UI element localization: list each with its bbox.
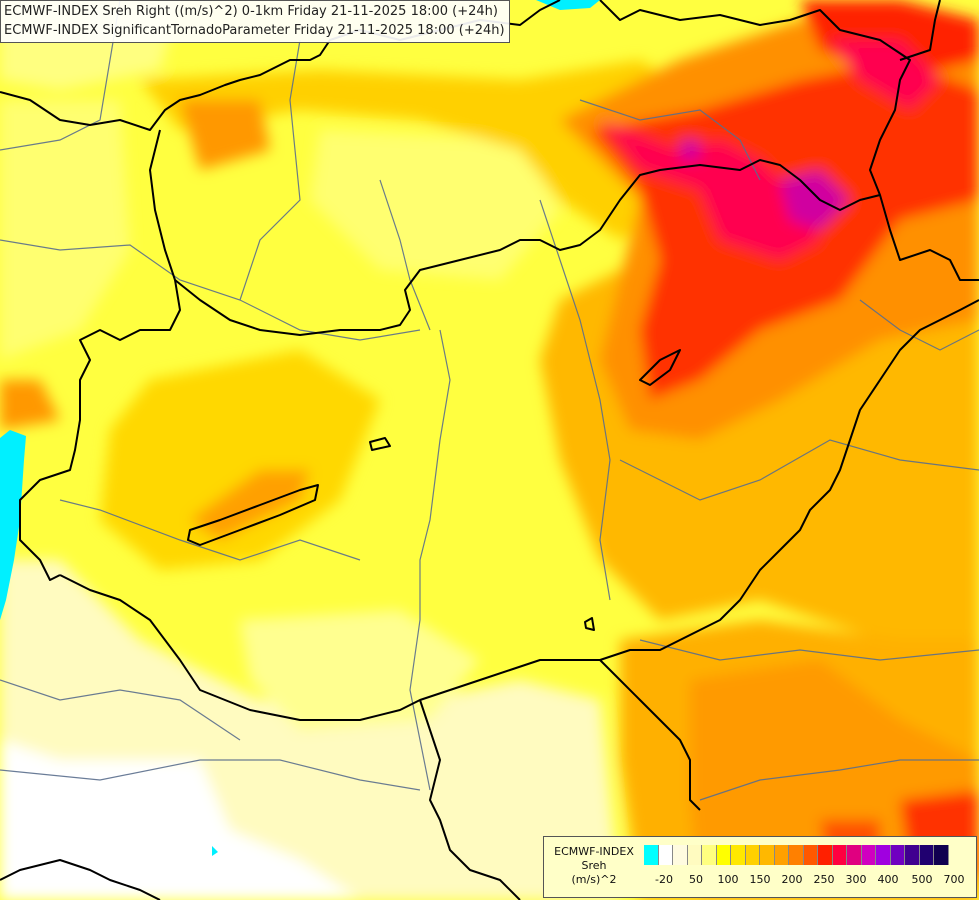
legend-swatch <box>716 845 731 865</box>
header-line-2: ECMWF-INDEX SignificantTornadoParameter … <box>4 23 505 38</box>
border-10 <box>369 437 391 451</box>
legend-swatch <box>818 845 833 865</box>
legend-title-line-3: (m/s)^2 <box>571 873 617 886</box>
field-orange-west-streak <box>190 470 310 540</box>
border-13 <box>0 859 161 900</box>
legend-swatch <box>745 845 760 865</box>
rivers <box>0 0 979 801</box>
legend-swatch <box>673 845 688 865</box>
field-magenta-core-1 <box>600 120 820 260</box>
field-white-sw <box>0 740 360 900</box>
map-header: ECMWF-INDEX Sreh Right ((m/s)^2) 0-1km F… <box>0 0 510 43</box>
border-9 <box>187 484 319 546</box>
legend-tick-label: 400 <box>877 873 899 886</box>
border-8 <box>419 699 521 900</box>
legend-tick-label: 50 <box>689 873 703 886</box>
legend-swatches <box>644 845 949 865</box>
legend-title-line-2: Sreh <box>581 859 607 872</box>
sea-spot <box>212 846 218 856</box>
field-magenta-core-3 <box>780 170 850 230</box>
border-3 <box>174 159 881 336</box>
legend-swatch <box>905 845 920 865</box>
border-11 <box>639 349 681 386</box>
border-4 <box>599 0 979 281</box>
legend-swatch <box>789 845 804 865</box>
border-12 <box>584 617 595 631</box>
border-7 <box>599 659 701 811</box>
legend-swatch <box>919 845 934 865</box>
field-gold-west <box>100 350 380 570</box>
legend-swatch <box>861 845 876 865</box>
color-legend: ECMWF-INDEX Sreh (m/s)^2 -20 50 100 150 200 2… <box>543 836 977 898</box>
legend-swatch <box>876 845 891 865</box>
border-2 <box>19 129 181 581</box>
field-orange-west-edge <box>0 380 60 430</box>
legend-swatch <box>832 845 847 865</box>
legend-swatch <box>687 845 702 865</box>
field-pale-w <box>0 100 130 360</box>
legend-swatch <box>803 845 818 865</box>
field-gold-north <box>140 60 700 240</box>
field-magenta-core-4 <box>680 140 700 160</box>
legend-swatch <box>658 845 673 865</box>
legend-swatch <box>731 845 746 865</box>
header-line-1: ECMWF-INDEX Sreh Right ((m/s)^2) 0-1km F… <box>4 4 498 19</box>
legend-title: ECMWF-INDEX Sreh (m/s)^2 <box>546 845 642 887</box>
legend-swatch <box>644 845 659 865</box>
field-pale-center-n <box>310 130 560 280</box>
legend-swatch <box>890 845 905 865</box>
legend-swatch <box>847 845 862 865</box>
border-5 <box>899 0 941 61</box>
legend-swatch <box>774 845 789 865</box>
legend-tick-label: 100 <box>717 873 739 886</box>
legend-tick-label: 300 <box>845 873 867 886</box>
legend-swatch <box>760 845 775 865</box>
legend-swatch <box>934 845 949 865</box>
legend-tick-label: -20 <box>655 873 673 886</box>
legend-ticks: -20 50 100 150 200 250 300 400 500 700 <box>644 873 974 889</box>
legend-tick-label: 150 <box>749 873 771 886</box>
legend-tick-label: 200 <box>781 873 803 886</box>
sea-top <box>536 0 600 10</box>
legend-tick-label: 250 <box>813 873 835 886</box>
legend-tick-label: 700 <box>943 873 965 886</box>
field-magenta-core-2 <box>830 40 940 110</box>
legend-swatch <box>702 845 717 865</box>
sea-west <box>0 430 26 620</box>
legend-title-line-1: ECMWF-INDEX <box>554 845 634 858</box>
legend-tick-label: 500 <box>911 873 933 886</box>
border-6 <box>59 299 979 721</box>
field-orange-nw-spot <box>180 100 270 170</box>
